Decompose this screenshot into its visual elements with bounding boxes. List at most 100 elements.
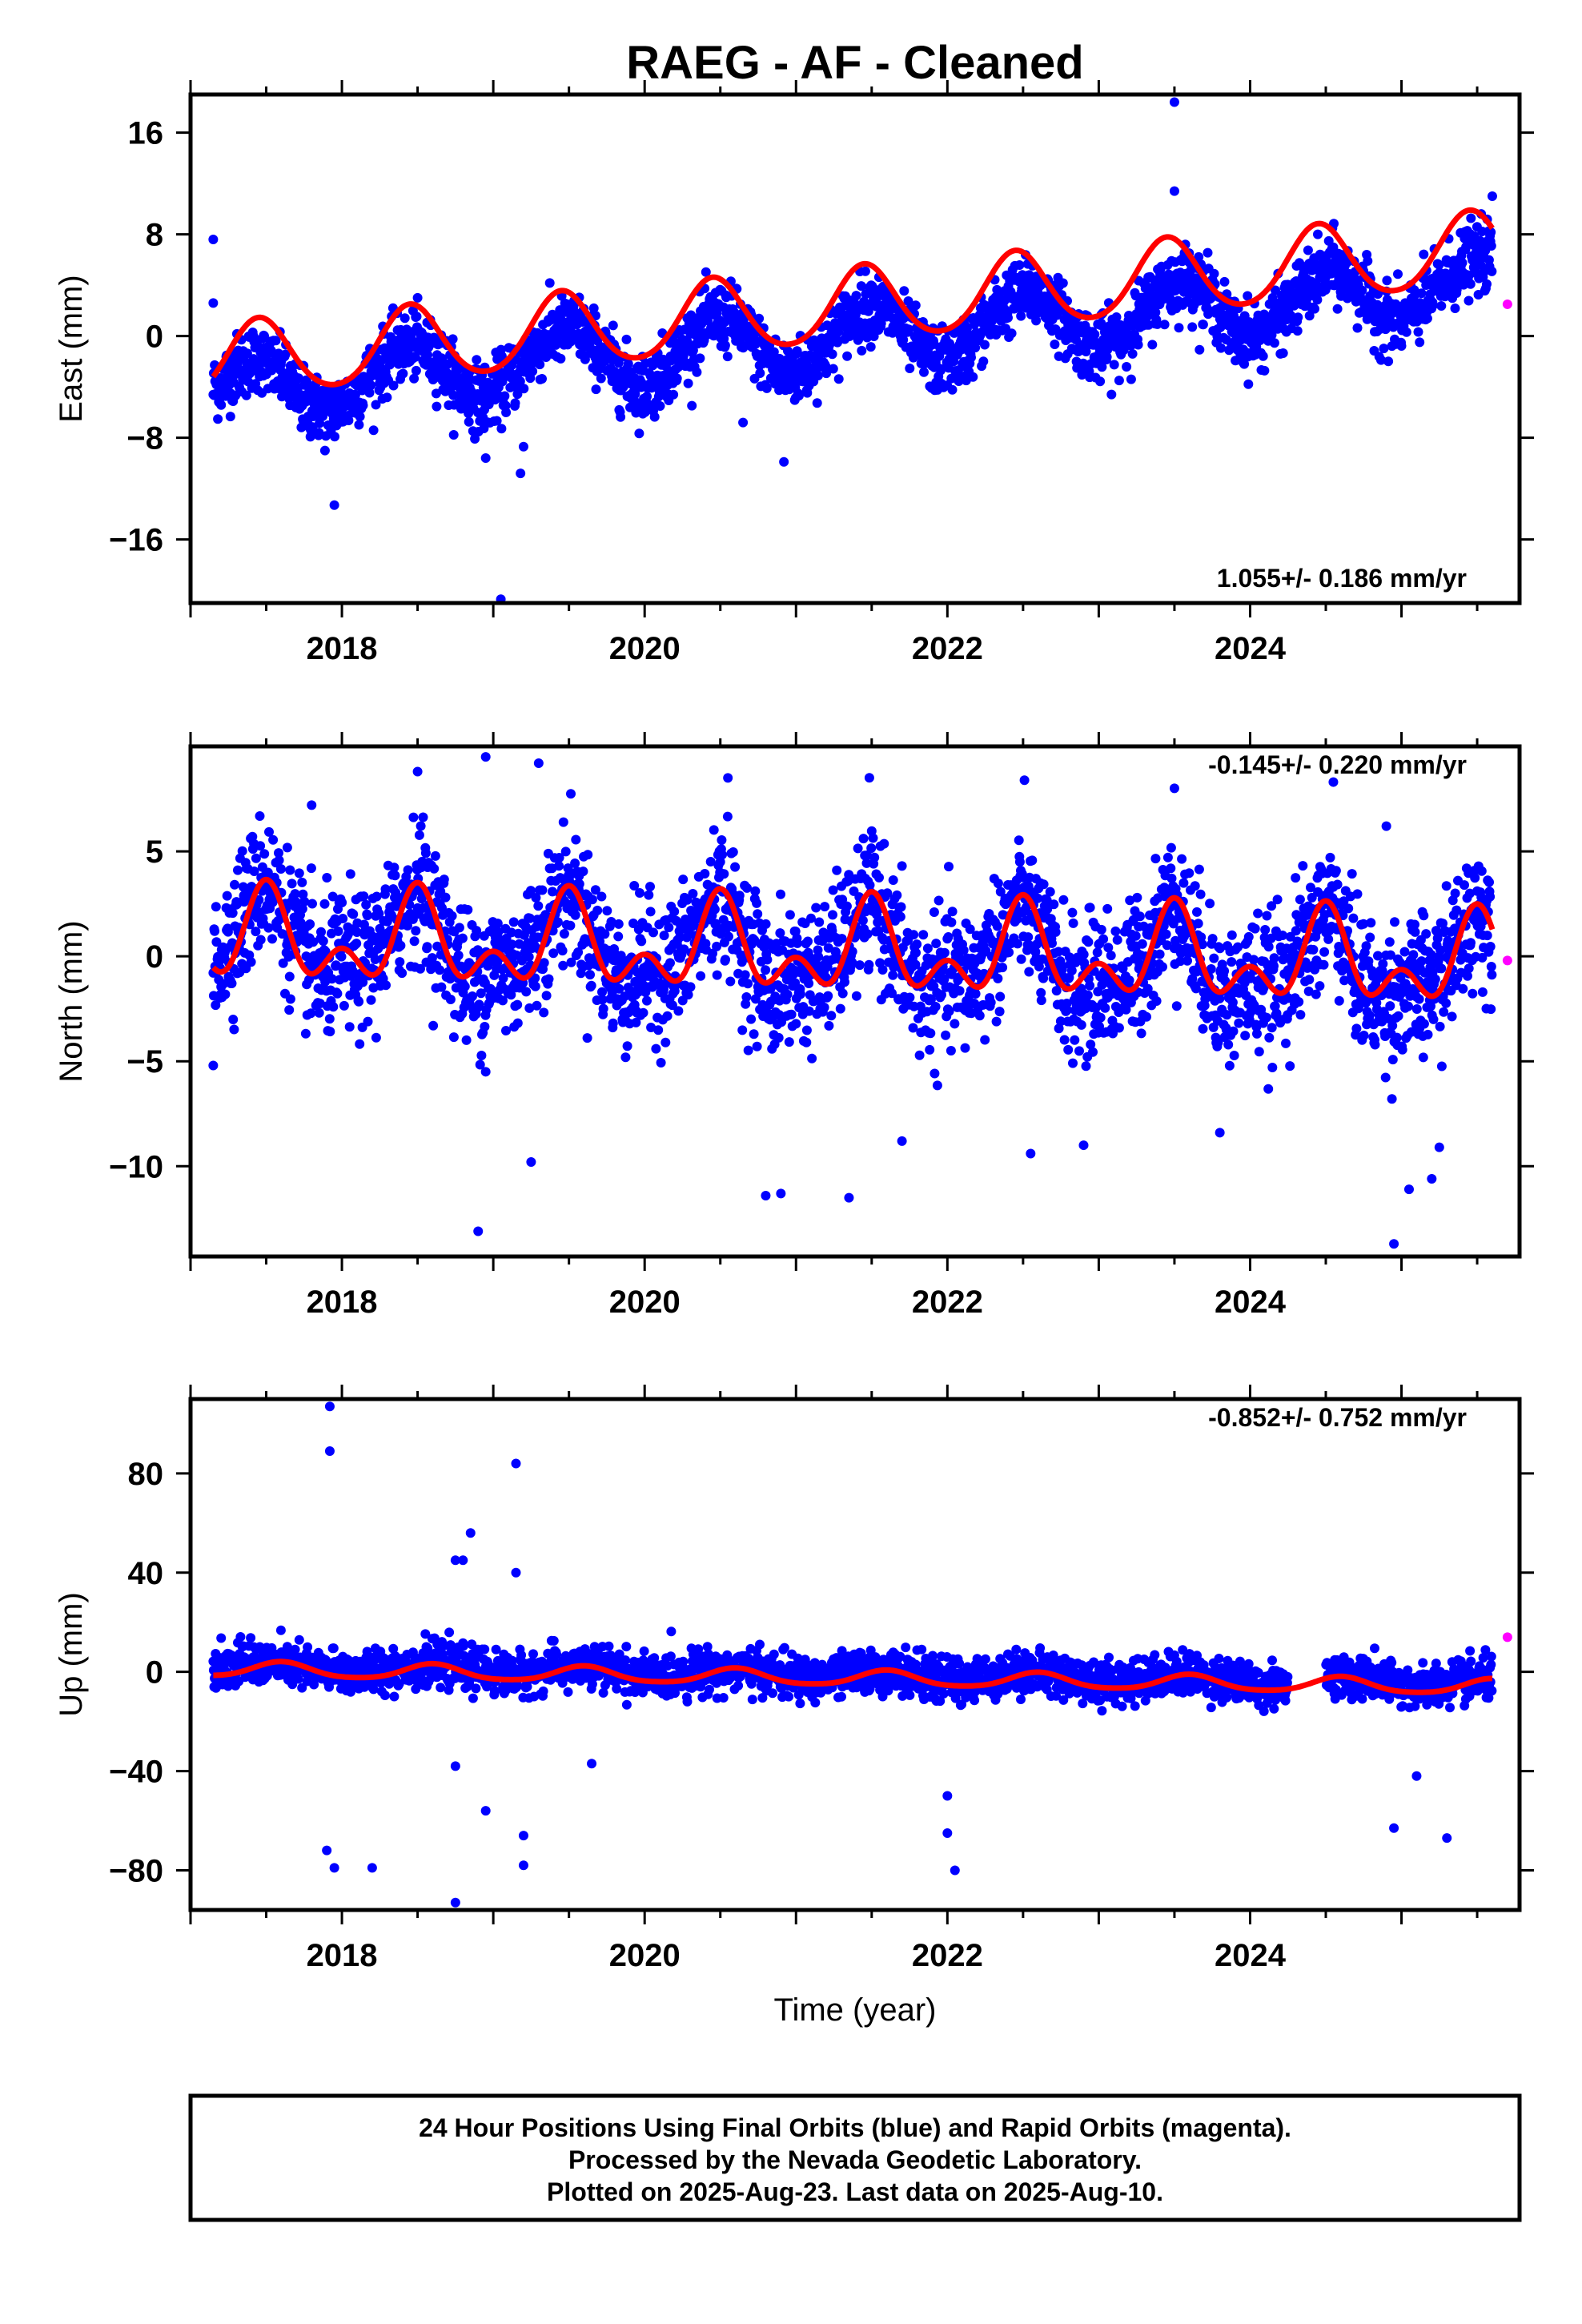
final-orbit-point xyxy=(363,1016,373,1027)
final-orbit-point xyxy=(1413,327,1423,337)
final-orbit-point xyxy=(743,979,753,989)
final-orbit-point xyxy=(734,891,745,901)
final-orbit-point xyxy=(709,825,719,835)
final-orbit-point xyxy=(753,909,763,919)
final-orbit-point xyxy=(910,300,921,311)
x-tick-label: 2020 xyxy=(609,631,681,666)
final-orbit-point xyxy=(754,313,765,324)
final-orbit-point xyxy=(761,919,771,929)
final-orbit-point xyxy=(861,858,872,868)
final-orbit-point xyxy=(978,356,989,367)
final-orbit-point xyxy=(597,995,608,1005)
final-orbit-point xyxy=(635,888,644,898)
final-orbit-point xyxy=(1034,962,1044,971)
final-orbit-point xyxy=(1258,351,1268,361)
final-orbit-point xyxy=(251,853,261,863)
final-orbit-point xyxy=(429,863,440,874)
rapid-orbit-point xyxy=(1502,299,1512,309)
final-orbit-point xyxy=(1047,938,1057,948)
final-orbit-point xyxy=(472,926,482,936)
final-orbit-point xyxy=(720,340,730,351)
final-orbit-point xyxy=(408,812,419,822)
final-orbit-point xyxy=(761,383,772,393)
final-orbit-point xyxy=(1106,389,1117,400)
final-orbit-point xyxy=(1102,352,1112,362)
final-orbit-point xyxy=(1059,1035,1070,1045)
final-orbit-point xyxy=(686,310,697,320)
final-orbit-point xyxy=(1216,343,1226,353)
final-orbit-point xyxy=(380,884,391,895)
final-orbit-point xyxy=(993,973,1003,983)
final-orbit-point xyxy=(642,392,652,402)
final-orbit-point xyxy=(954,986,965,996)
final-orbit-point xyxy=(939,947,950,958)
final-orbit-point xyxy=(1376,355,1386,365)
final-orbit-point xyxy=(1004,947,1014,958)
final-orbit-point xyxy=(1098,934,1109,944)
final-orbit-point xyxy=(944,862,954,872)
final-orbit-point xyxy=(588,303,599,313)
final-orbit-point xyxy=(354,996,364,1007)
final-orbit-point xyxy=(634,428,644,439)
final-orbit-point xyxy=(898,335,909,345)
rate-label: 1.055+/- 0.186 mm/yr xyxy=(1217,564,1467,593)
final-orbit-point xyxy=(1058,278,1068,288)
final-orbit-point xyxy=(570,858,580,868)
plot-frame xyxy=(188,92,1522,605)
final-orbit-point xyxy=(351,927,362,937)
y-axis-label: North (mm) xyxy=(54,920,89,1082)
final-orbit-point xyxy=(659,931,669,941)
final-orbit-point xyxy=(1070,1035,1080,1045)
final-orbit-point xyxy=(645,907,656,917)
final-orbit-point xyxy=(719,869,729,879)
final-orbit-point xyxy=(362,911,372,921)
final-orbit-point xyxy=(616,412,626,422)
final-orbit-point xyxy=(590,885,600,895)
final-orbit-point xyxy=(995,887,1006,897)
final-orbit-point xyxy=(664,923,674,933)
final-orbit-point xyxy=(904,324,914,335)
final-orbit-point xyxy=(865,880,875,891)
final-orbit-point xyxy=(947,907,958,917)
final-orbit-point xyxy=(755,368,765,378)
final-orbit-point xyxy=(556,353,566,364)
final-orbit-point xyxy=(936,365,946,376)
final-orbit-point xyxy=(1081,1061,1091,1072)
final-orbit-point xyxy=(1095,376,1106,387)
final-orbit-point xyxy=(667,1000,677,1011)
final-orbit-point xyxy=(791,1019,801,1029)
final-orbit-point xyxy=(395,957,405,967)
final-orbit-point xyxy=(227,908,238,919)
y-tick-label: −10 xyxy=(109,1149,163,1184)
final-orbit-point xyxy=(319,445,330,456)
figure-title: RAEG - AF - Cleaned xyxy=(626,37,1083,89)
final-orbit-point xyxy=(865,342,876,352)
final-orbit-point xyxy=(472,355,482,365)
final-orbit-point xyxy=(412,292,423,303)
final-orbit-point xyxy=(863,306,873,316)
final-orbit-point xyxy=(1110,926,1121,936)
final-orbit-point xyxy=(1111,312,1122,322)
final-orbit-point xyxy=(824,1020,834,1031)
final-orbit-point xyxy=(1147,340,1158,350)
final-orbit-point xyxy=(361,899,371,910)
final-orbit-point xyxy=(1063,1044,1074,1055)
final-orbit-point xyxy=(1379,344,1389,354)
final-orbit-point xyxy=(1086,1039,1096,1050)
final-orbit-point xyxy=(1269,338,1279,348)
final-orbit-point xyxy=(879,838,889,849)
final-orbit-point xyxy=(1434,259,1444,270)
final-orbit-point xyxy=(574,879,584,889)
final-orbit-point xyxy=(866,843,877,854)
final-orbit-point xyxy=(812,398,822,408)
final-orbit-point xyxy=(858,834,869,844)
final-orbit-point xyxy=(521,987,532,997)
final-orbit-point xyxy=(532,1000,542,1011)
final-orbit-point xyxy=(943,932,954,942)
final-orbit-point xyxy=(811,903,821,913)
final-orbit-point xyxy=(1049,899,1059,910)
final-orbit-point xyxy=(396,940,406,951)
final-orbit-point xyxy=(860,266,870,276)
final-orbit-point xyxy=(316,927,326,937)
final-orbit-point xyxy=(1036,987,1046,998)
